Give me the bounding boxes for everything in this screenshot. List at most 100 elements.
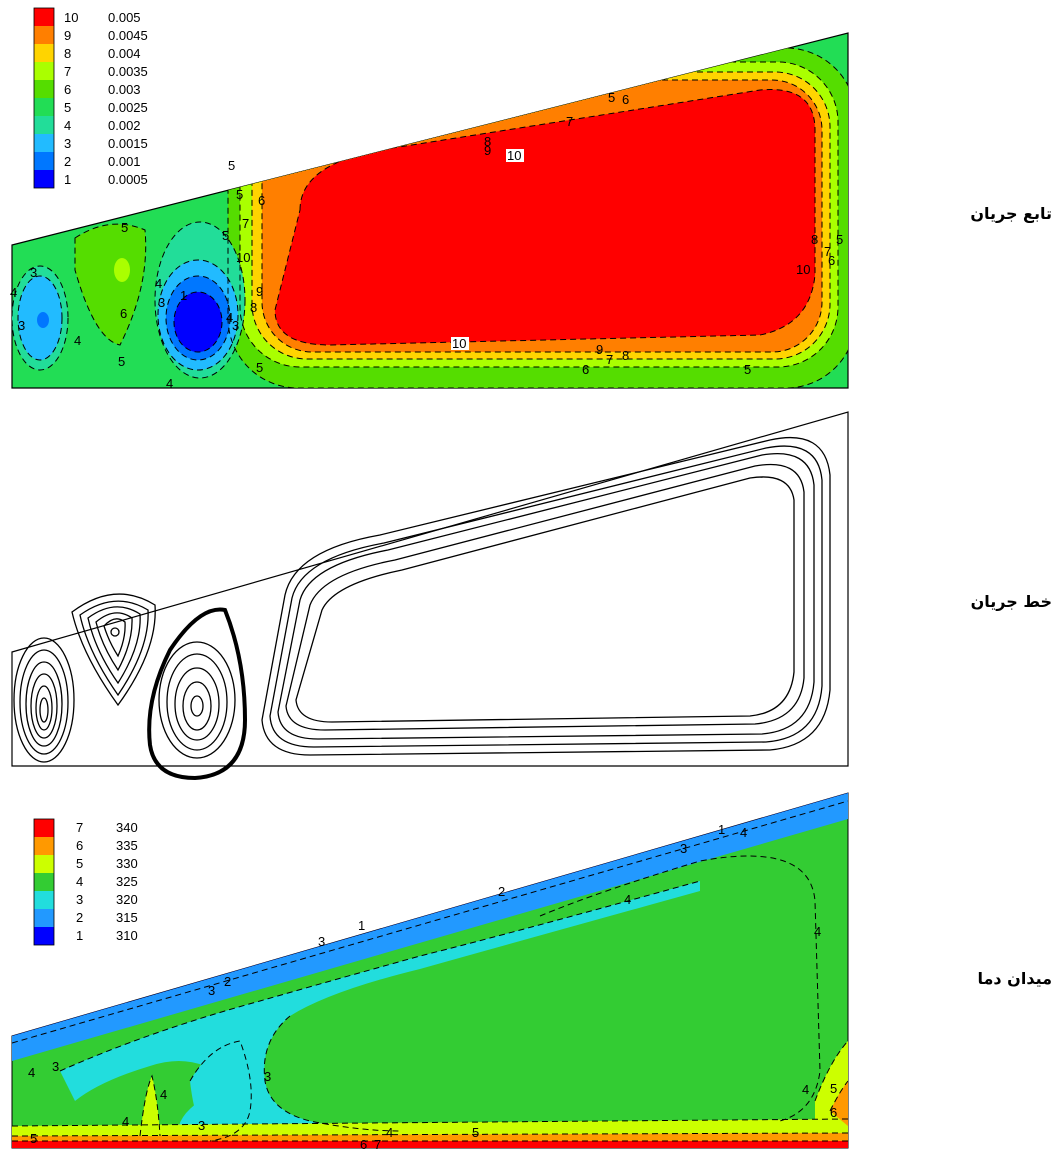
contour-label: 7 xyxy=(824,244,831,259)
contour-label: 2 xyxy=(498,884,505,899)
legend-value: 325 xyxy=(116,874,138,889)
temperature-legend: 7 340 6 335 5 330 4 325 3 320 2 315 1 31… xyxy=(33,818,138,946)
stream-contour-labels: 10 10 9 8 7 6 5 7 5 6 9 8 6 5 7 8 10 5 6… xyxy=(10,90,843,391)
legend-level: 3 xyxy=(76,892,83,907)
contour-label: 3 xyxy=(18,318,25,333)
contour-label: 3 xyxy=(264,1069,271,1084)
contour-label: 6 xyxy=(120,306,127,321)
streamlines-title: خط جریان xyxy=(970,592,1052,611)
legend-value: 335 xyxy=(116,838,138,853)
legend-value: 0.0025 xyxy=(108,100,148,115)
contour-label: 7 xyxy=(374,1137,381,1151)
contour-label: 4 xyxy=(802,1082,809,1097)
legend-level: 7 xyxy=(64,64,71,79)
contour-label: 3 xyxy=(680,841,687,856)
legend-value: 330 xyxy=(116,856,138,871)
legend-value: 0.001 xyxy=(108,154,141,169)
contour-label: 4 xyxy=(28,1065,35,1080)
streamlines-plot xyxy=(11,411,849,780)
contour-label: 4 xyxy=(166,376,173,391)
stream-core-red xyxy=(275,89,815,345)
contour-label: 5 xyxy=(744,362,751,377)
legend-level: 2 xyxy=(64,154,71,169)
contour-label: 3 xyxy=(158,295,165,310)
legend-level: 2 xyxy=(76,910,83,925)
legend-value: 0.005 xyxy=(108,10,141,25)
contour-label: 4 xyxy=(226,310,233,325)
legend-value: 0.0035 xyxy=(108,64,148,79)
contour-label: 5 xyxy=(472,1125,479,1140)
legend-level: 5 xyxy=(76,856,83,871)
stream-function-plot: 10 10 9 8 7 6 5 7 5 6 9 8 6 5 7 8 10 5 6… xyxy=(10,7,849,391)
contour-label: 10 xyxy=(796,262,810,277)
legend-level: 1 xyxy=(76,928,83,943)
contour-label: 5 xyxy=(30,1131,37,1146)
contour-label: 6 xyxy=(830,1105,837,1120)
legend-level: 10 xyxy=(64,10,78,25)
contour-label: 3 xyxy=(198,1118,205,1133)
contour-label: 6 xyxy=(828,253,835,268)
legend-value: 0.002 xyxy=(108,118,141,133)
legend-level: 3 xyxy=(64,136,71,151)
contour-label: 10 xyxy=(452,336,466,351)
contour-label: 4 xyxy=(122,1114,129,1129)
contour-label: 10 xyxy=(507,148,521,163)
legend-level: 7 xyxy=(76,820,83,835)
legend-value: 310 xyxy=(116,928,138,943)
contour-label: 6 xyxy=(622,92,629,107)
contour-label: 9 xyxy=(596,342,603,357)
contour-label: 1 xyxy=(358,918,365,933)
legend-level: 1 xyxy=(64,172,71,187)
contour-label: 5 xyxy=(228,158,235,173)
legend-value: 320 xyxy=(116,892,138,907)
contour-label: 4 xyxy=(624,892,631,907)
contour-label: 1 xyxy=(718,822,725,837)
contour-label: 3 xyxy=(232,318,239,333)
contour-label: 8 xyxy=(622,348,629,363)
contour-label: 3 xyxy=(52,1059,59,1074)
contour-label: 4 xyxy=(740,825,747,840)
contour-label: 5 xyxy=(121,220,128,235)
legend-level: 9 xyxy=(64,28,71,43)
legend-value: 340 xyxy=(116,820,138,835)
contour-label: 1 xyxy=(180,288,187,303)
contour-label: 4 xyxy=(160,1087,167,1102)
temperature-plot: 1 3 4 4 2 1 3 2 3 4 4 5 6 3 3 4 4 4 3 5 … xyxy=(11,792,849,1151)
contour-label: 8 xyxy=(811,232,818,247)
contour-label: 6 xyxy=(258,193,265,208)
contour-label: 8 xyxy=(484,134,491,149)
legend-level: 6 xyxy=(76,838,83,853)
contour-label: 3 xyxy=(318,934,325,949)
contour-label: 4 xyxy=(155,276,162,291)
contour-label: 4 xyxy=(10,285,17,300)
stream-function-title: تابع جریان xyxy=(970,204,1052,223)
contour-label: 4 xyxy=(386,1125,393,1140)
contour-label: 5 xyxy=(118,354,125,369)
contour-label: 9 xyxy=(256,284,263,299)
legend-value: 0.0045 xyxy=(108,28,148,43)
temperature-title: میدان دما xyxy=(977,969,1052,988)
contour-label: 7 xyxy=(242,216,249,231)
contour-label: 3 xyxy=(30,265,37,280)
contour-label: 7 xyxy=(606,352,613,367)
contour-label: 4 xyxy=(74,333,81,348)
contour-label: 7 xyxy=(566,114,573,129)
stream-function-legend: 10 0.005 9 0.0045 8 0.004 7 0.0035 6 0.0… xyxy=(33,7,148,189)
legend-level: 5 xyxy=(64,100,71,115)
legend-level: 8 xyxy=(64,46,71,61)
contour-label: 5 xyxy=(830,1081,837,1096)
contour-label: 9 xyxy=(484,143,491,158)
temperature-contour-labels: 1 3 4 4 2 1 3 2 3 4 4 5 6 3 3 4 4 4 3 5 … xyxy=(28,822,837,1151)
contour-label: 5 xyxy=(608,90,615,105)
legend-level: 6 xyxy=(64,82,71,97)
contour-label: 8 xyxy=(250,300,257,315)
legend-level: 4 xyxy=(64,118,71,133)
contour-label: 4 xyxy=(814,924,821,939)
contour-label: 10 xyxy=(236,250,250,265)
contour-label: 6 xyxy=(582,362,589,377)
legend-value: 0.0005 xyxy=(108,172,148,187)
legend-value: 0.0015 xyxy=(108,136,148,151)
legend-value: 0.004 xyxy=(108,46,141,61)
legend-level: 4 xyxy=(76,874,83,889)
contour-label: 5 xyxy=(256,360,263,375)
